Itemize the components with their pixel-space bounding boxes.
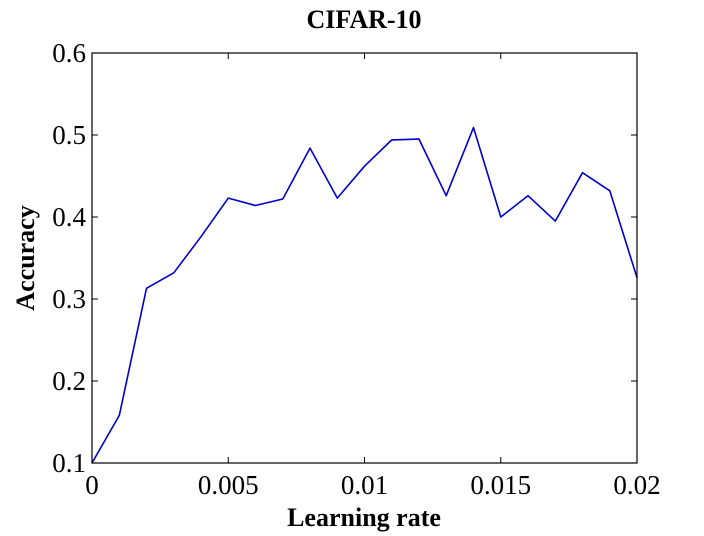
data-point — [554, 220, 556, 222]
plot-frame — [91, 52, 638, 464]
data-point — [581, 172, 584, 174]
data-point — [391, 139, 393, 141]
chart-title: CIFAR-10 — [306, 5, 421, 34]
data-point — [527, 195, 529, 197]
y-tick-label: 0.4 — [52, 202, 86, 232]
data-point — [145, 287, 148, 289]
data-point — [609, 190, 611, 192]
x-tick-label: 0.005 — [198, 470, 259, 500]
tick-labels: 0 0.005 0.01 0.015 0.02 0.1 0.2 0.3 0.4 0.5 0.6 — [52, 38, 660, 500]
data-point — [500, 216, 502, 218]
data-point — [200, 236, 202, 238]
data-point — [472, 127, 475, 129]
x-tick-label: 0 — [85, 470, 99, 500]
data-point — [336, 197, 338, 199]
y-tick-label: 0.6 — [52, 38, 86, 68]
series-line — [91, 126, 638, 464]
data-point — [309, 147, 311, 149]
y-tick-label: 0.3 — [52, 284, 86, 314]
data-point — [254, 204, 257, 207]
data-point — [227, 197, 229, 199]
data-point — [445, 195, 447, 197]
axis-ticks — [91, 52, 638, 464]
x-tick-label: 0.02 — [613, 470, 660, 500]
data-point — [282, 198, 284, 200]
data-point — [418, 138, 420, 140]
data-point — [173, 272, 175, 274]
y-tick-label: 0.5 — [52, 120, 86, 150]
x-axis-label: Learning rate — [287, 503, 441, 532]
y-tick-label: 0.1 — [52, 448, 86, 478]
y-tick-label: 0.2 — [52, 366, 86, 396]
x-tick-label: 0.01 — [341, 470, 388, 500]
y-axis-label: Accuracy — [11, 205, 40, 310]
x-tick-label: 0.015 — [470, 470, 531, 500]
series-group — [91, 126, 638, 464]
data-point — [363, 165, 366, 167]
data-point — [118, 414, 120, 417]
